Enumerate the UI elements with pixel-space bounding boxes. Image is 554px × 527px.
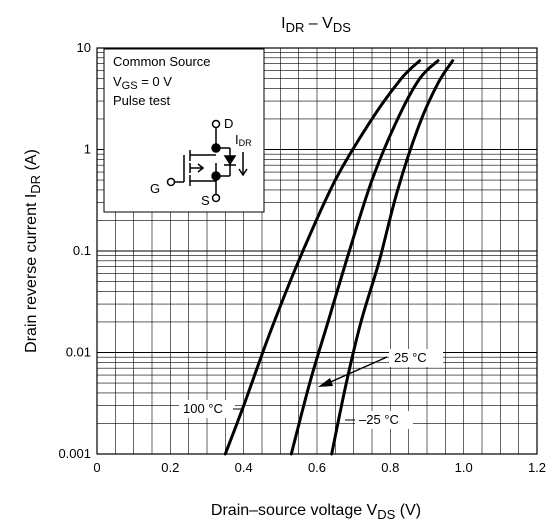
y-tick-label: 0.001 bbox=[58, 446, 91, 461]
y-tick-labels: 0.001 0.01 0.1 1 10 bbox=[58, 40, 91, 461]
series-label-100c: 100 °C bbox=[183, 401, 223, 416]
label-m25c-bg bbox=[355, 411, 413, 429]
x-tick-label: 0.2 bbox=[161, 460, 179, 475]
x-tick-label: 0.6 bbox=[308, 460, 326, 475]
arrow-25c-head bbox=[318, 378, 333, 387]
x-tick-label: 0 bbox=[93, 460, 100, 475]
series-curves bbox=[223, 59, 455, 456]
y-tick-label: 1 bbox=[84, 142, 91, 157]
conditions-line-3: Pulse test bbox=[113, 93, 170, 108]
pin-g-label: G bbox=[150, 181, 160, 196]
conditions-box-frame bbox=[103, 48, 265, 213]
x-axis-label: Drain–source voltage VDS (V) bbox=[211, 502, 421, 522]
series-line-1 bbox=[223, 59, 422, 456]
conditions-line-1: Common Source bbox=[113, 54, 211, 69]
label-100c-bg bbox=[179, 400, 235, 418]
y-tick-label: 0.1 bbox=[73, 243, 91, 258]
arrow-25c bbox=[325, 356, 388, 385]
annotations: 100 °C 25 °C –25 °C bbox=[179, 349, 443, 429]
series-label-25c: 25 °C bbox=[394, 350, 427, 365]
x-tick-label: 0.8 bbox=[381, 460, 399, 475]
y-tick-label: 10 bbox=[77, 40, 91, 55]
series-label-minus25c: –25 °C bbox=[359, 412, 399, 427]
series-line-3 bbox=[330, 59, 455, 456]
series-line-2 bbox=[289, 59, 440, 456]
mosfet-symbol-icon bbox=[166, 119, 248, 203]
label-25c-bg bbox=[389, 349, 443, 367]
pin-d-label: D bbox=[224, 116, 233, 131]
x-tick-label: 0.4 bbox=[235, 460, 253, 475]
x-tick-labels: 0 0.2 0.4 0.6 0.8 1.0 1.2 bbox=[93, 460, 546, 475]
plot-frame bbox=[96, 47, 538, 455]
conditions-line-2: VGS = 0 V bbox=[113, 74, 172, 92]
y-tick-label: 0.01 bbox=[66, 345, 91, 360]
y-axis-label: Drain reverse current IDR (A) bbox=[23, 149, 43, 353]
idr-label: IDR bbox=[235, 132, 252, 148]
pin-s-label: S bbox=[201, 193, 210, 208]
x-tick-label: 1.2 bbox=[528, 460, 546, 475]
conditions-box: Common Source VGS = 0 V Pulse test bbox=[103, 48, 265, 213]
x-tick-label: 1.0 bbox=[455, 460, 473, 475]
chart-title: IDR – VDS bbox=[281, 15, 351, 35]
